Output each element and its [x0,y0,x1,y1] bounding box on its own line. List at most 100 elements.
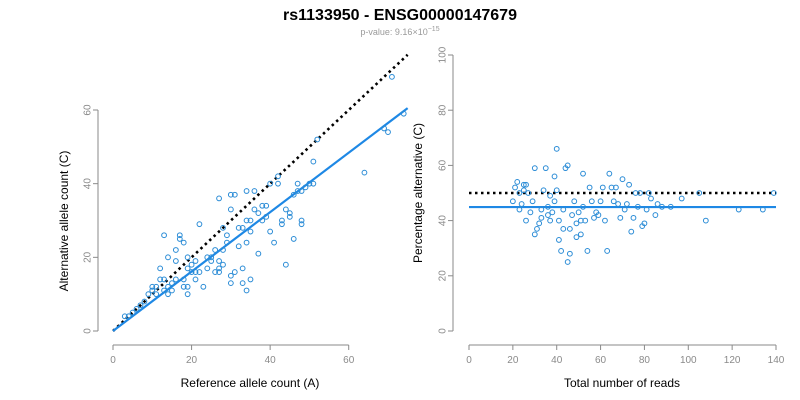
data-point [621,206,628,213]
x-tick-label: 80 [639,355,651,366]
x-axis-label: Total number of reads [564,376,680,390]
data-point [251,206,258,213]
data-point [595,212,602,218]
data-point [129,309,136,316]
data-point [577,231,584,238]
data-point [267,228,274,235]
data-point [149,287,156,294]
data-point [529,198,536,205]
data-point [239,280,246,287]
data-point [298,188,305,194]
data-point [216,258,222,264]
data-point [239,265,246,272]
x-tick-label: 140 [768,355,785,366]
data-point [172,276,179,283]
data-point [208,258,215,264]
data-point [560,225,567,232]
data-point [243,217,250,224]
data-point [267,180,274,187]
data-point [630,214,637,221]
right-scatter-panel: 0 20 40 60 80 100 120 140 0 20 40 60 80 100 Total num… [411,46,785,390]
x-tick-label: 0 [110,355,116,366]
reference-line-layer [112,53,409,332]
data-point [571,198,578,205]
data-point [208,254,215,261]
data-point [564,162,571,169]
data-point [558,248,564,254]
data-point [243,188,250,194]
data-point [145,291,152,298]
data-point [599,184,606,191]
y-tick-label: 60 [438,159,449,171]
data-point [553,187,560,194]
data-point [659,203,665,210]
data-point [678,195,685,202]
data-point [180,283,187,290]
data-point [582,217,589,224]
data-point [613,184,619,191]
data-point [509,198,516,205]
data-point [247,276,254,283]
data-point [310,180,317,187]
data-point [385,129,391,136]
pvalue-times: ×10 [412,27,427,37]
data-point [575,209,582,216]
data-point [516,190,523,196]
y-tick-label: 40 [438,215,449,227]
data-point [512,184,518,191]
data-point [180,276,187,283]
data-point [645,190,652,196]
data-point [172,258,179,264]
data-point [184,254,191,261]
data-point [282,261,289,268]
data-point [514,179,521,185]
data-point [247,217,254,224]
x-tick-label: 120 [724,355,741,366]
data-point [602,217,608,224]
data-point [591,214,597,221]
data-point [389,73,395,80]
data-point [580,170,586,177]
reference-line [112,53,409,332]
data-point [294,188,301,194]
data-point [648,195,654,202]
data-point [518,201,525,207]
data-point [545,203,551,210]
x-tick-label: 60 [595,355,607,366]
data-point [137,302,144,309]
data-point [290,236,297,242]
data-point [597,198,604,205]
data-point [566,225,573,232]
data-point [619,176,626,183]
data-point [298,217,305,224]
data-point [525,190,532,196]
data-point [161,287,167,294]
y-tick-label: 80 [438,104,449,116]
y-tick-label: 60 [83,104,94,116]
data-point [381,125,387,132]
axes-layer: 0 20 40 60 80 100 120 140 0 20 40 60 80 100 [438,46,785,366]
data-point [259,217,266,224]
y-axis-label: Alternative allele count (C) [57,151,71,292]
data-point [286,213,293,220]
data-point [161,232,167,239]
data-point [520,181,527,188]
data-point [652,212,659,218]
data-point [192,258,199,264]
data-point [551,198,558,205]
axes-layer: 0 20 40 60 0 20 40 60 [83,104,355,366]
data-point [184,291,191,298]
y-tick-label: 20 [83,251,94,263]
data-point [551,173,558,180]
data-point [263,213,270,220]
data-point [243,287,250,294]
data-point [247,228,254,235]
data-point [192,276,199,283]
y-tick-label: 100 [438,46,449,63]
data-point [227,280,234,287]
x-tick-label: 40 [265,355,277,366]
data-point [306,180,313,187]
data-point [538,214,545,221]
data-point [770,190,777,196]
